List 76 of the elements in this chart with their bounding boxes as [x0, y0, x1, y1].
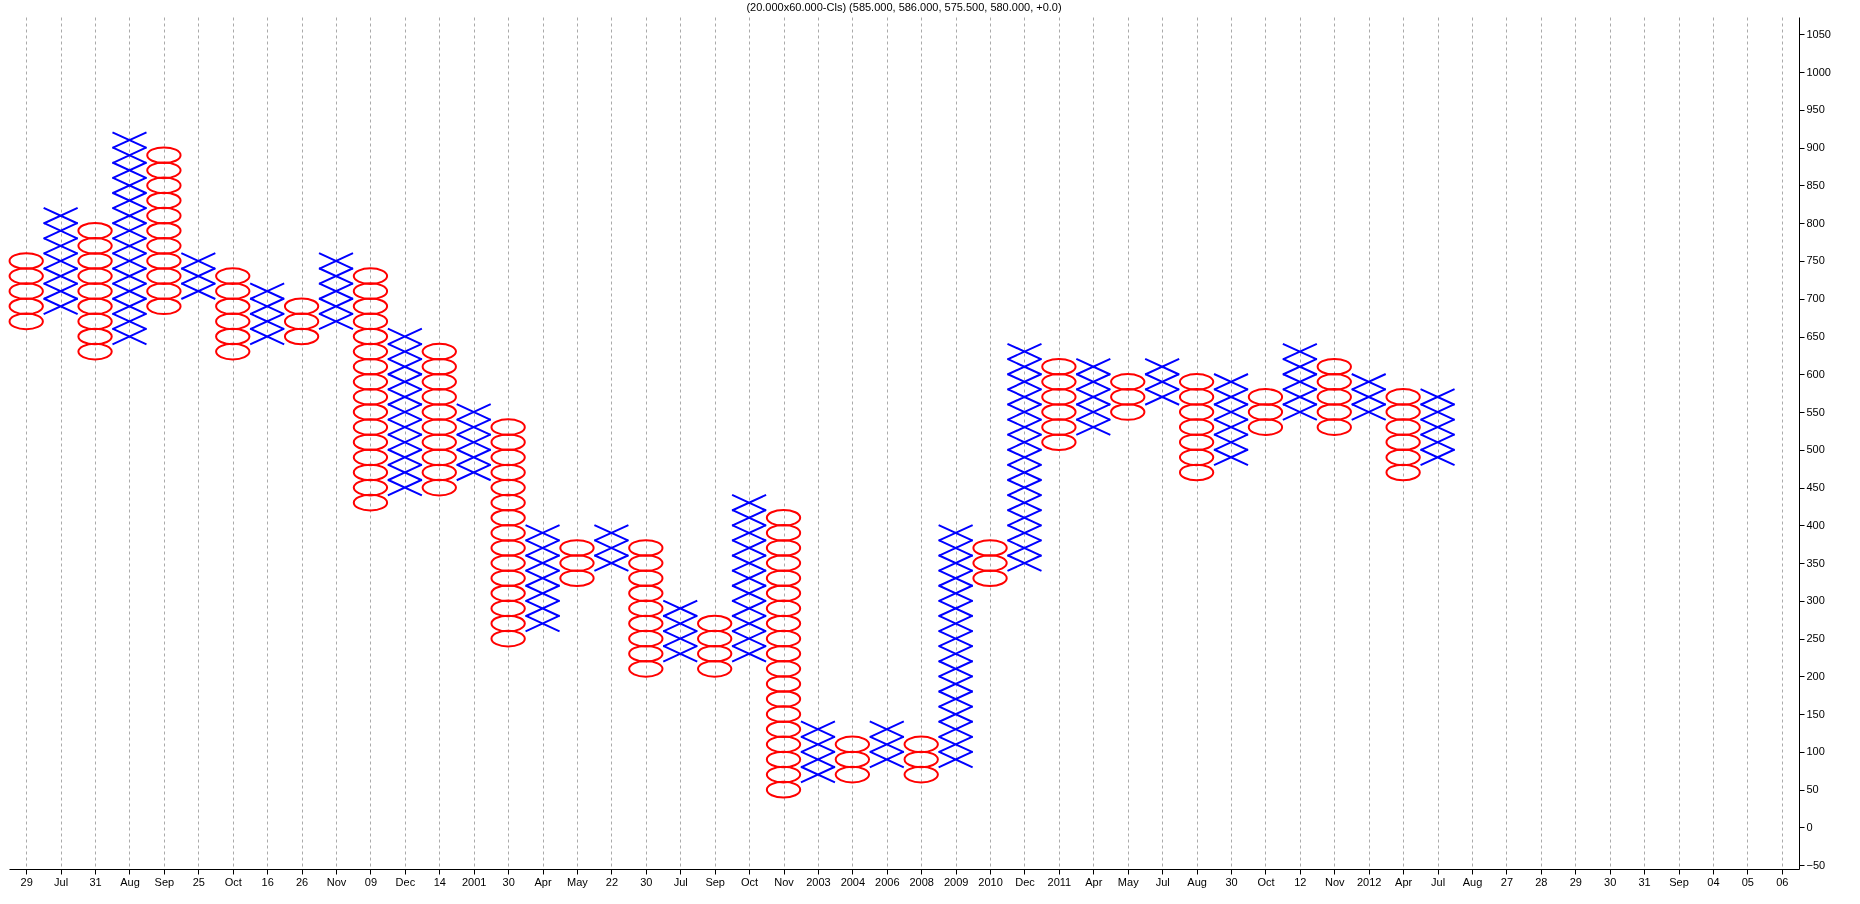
x-tick-label: May: [567, 875, 589, 888]
y-tick-label: 600: [1806, 367, 1825, 380]
x-tick-label: 30: [502, 875, 515, 888]
y-tick-label: 250: [1806, 632, 1825, 645]
x-tick-label: 28: [1535, 875, 1548, 888]
x-tick-label: 05: [1741, 875, 1754, 888]
x-tick-label: 2003: [806, 875, 831, 888]
x-tick-label: Nov: [326, 875, 347, 888]
x-tick-label: 2001: [461, 875, 487, 888]
x-tick-label: 27: [1500, 875, 1514, 888]
x-tick-label: Apr: [534, 875, 552, 888]
y-tick-label: 650: [1806, 330, 1825, 342]
y-tick-label: 900: [1806, 141, 1825, 154]
y-tick-label: 100: [1806, 745, 1825, 758]
y-tick-label: 1000: [1806, 65, 1831, 78]
x-tick-label: Oct: [1257, 875, 1275, 888]
x-tick-label: 30: [640, 875, 653, 888]
x-tick-label: 14: [433, 875, 446, 888]
x-tick-label: Jul: [1155, 875, 1170, 888]
y-tick-label: 50: [1806, 783, 1819, 796]
x-tick-label: 25: [192, 875, 205, 888]
x-tick-label: Dec: [395, 875, 416, 888]
x-tick-label: 09: [364, 875, 378, 888]
x-tick-label: 2010: [978, 875, 1003, 888]
x-tick-label: 29: [20, 875, 33, 888]
x-tick-label: 26: [295, 875, 309, 888]
x-tick-label: Oct: [741, 875, 759, 888]
x-tick-label: Jul: [54, 875, 69, 888]
y-tick-label: −50: [1806, 858, 1826, 871]
y-tick-label: 800: [1806, 216, 1825, 229]
x-tick-label: May: [1117, 875, 1140, 888]
x-tick-label: Sep: [705, 875, 725, 888]
y-tick-label: 450: [1806, 481, 1825, 494]
x-tick-label: 2012: [1356, 875, 1382, 888]
x-tick-label: 2006: [875, 875, 900, 888]
x-tick-label: 04: [1707, 875, 1720, 888]
y-tick-label: 150: [1806, 707, 1825, 720]
x-tick-label: 12: [1294, 875, 1307, 888]
x-tick-label: Jul: [673, 875, 688, 888]
y-tick-label: 0: [1806, 820, 1813, 833]
y-tick-label: 850: [1806, 178, 1825, 191]
y-tick-label: 300: [1806, 594, 1825, 607]
x-tick-label: Apr: [1395, 875, 1413, 888]
x-tick-label: 16: [261, 875, 274, 888]
y-tick-label: 700: [1806, 292, 1825, 305]
x-tick-label: Nov: [1325, 875, 1346, 888]
chart-title: (20.000x60.000-Cls) (585.000, 586.000, 575.500, 580.000, +0.0): [746, 1, 1062, 13]
x-tick-label: 2009: [943, 875, 969, 888]
y-tick-label: 750: [1806, 254, 1825, 267]
x-tick-label: Jul: [1431, 875, 1446, 888]
x-tick-label: 30: [1604, 875, 1617, 888]
x-tick-label: Aug: [1462, 875, 1483, 888]
x-tick-label: 06: [1776, 875, 1789, 888]
y-tick-label: 1050: [1806, 27, 1831, 40]
x-tick-label: Apr: [1085, 875, 1103, 888]
y-tick-label: 950: [1806, 103, 1825, 116]
y-tick-label: 500: [1806, 443, 1825, 456]
y-tick-label: 350: [1806, 556, 1825, 569]
y-tick-label: 200: [1806, 669, 1825, 682]
x-tick-label: 22: [605, 875, 619, 888]
x-tick-label: Dec: [1015, 875, 1036, 888]
x-tick-label: 29: [1569, 875, 1582, 888]
x-tick-label: 2004: [840, 875, 866, 888]
x-tick-label: Nov: [774, 875, 795, 888]
x-tick-label: Sep: [154, 875, 175, 888]
x-tick-label: 2008: [909, 875, 934, 888]
y-tick-label: 400: [1806, 518, 1825, 531]
y-tick-label: 550: [1806, 405, 1825, 418]
x-tick-label: Oct: [224, 875, 242, 888]
x-tick-label: 2011: [1047, 875, 1072, 888]
x-tick-label: 30: [1225, 875, 1238, 888]
x-tick-label: Aug: [1187, 875, 1207, 888]
x-tick-label: Sep: [1669, 875, 1689, 888]
x-tick-label: Aug: [120, 875, 140, 888]
x-tick-label: 31: [89, 875, 102, 888]
x-tick-label: 31: [1638, 875, 1651, 888]
